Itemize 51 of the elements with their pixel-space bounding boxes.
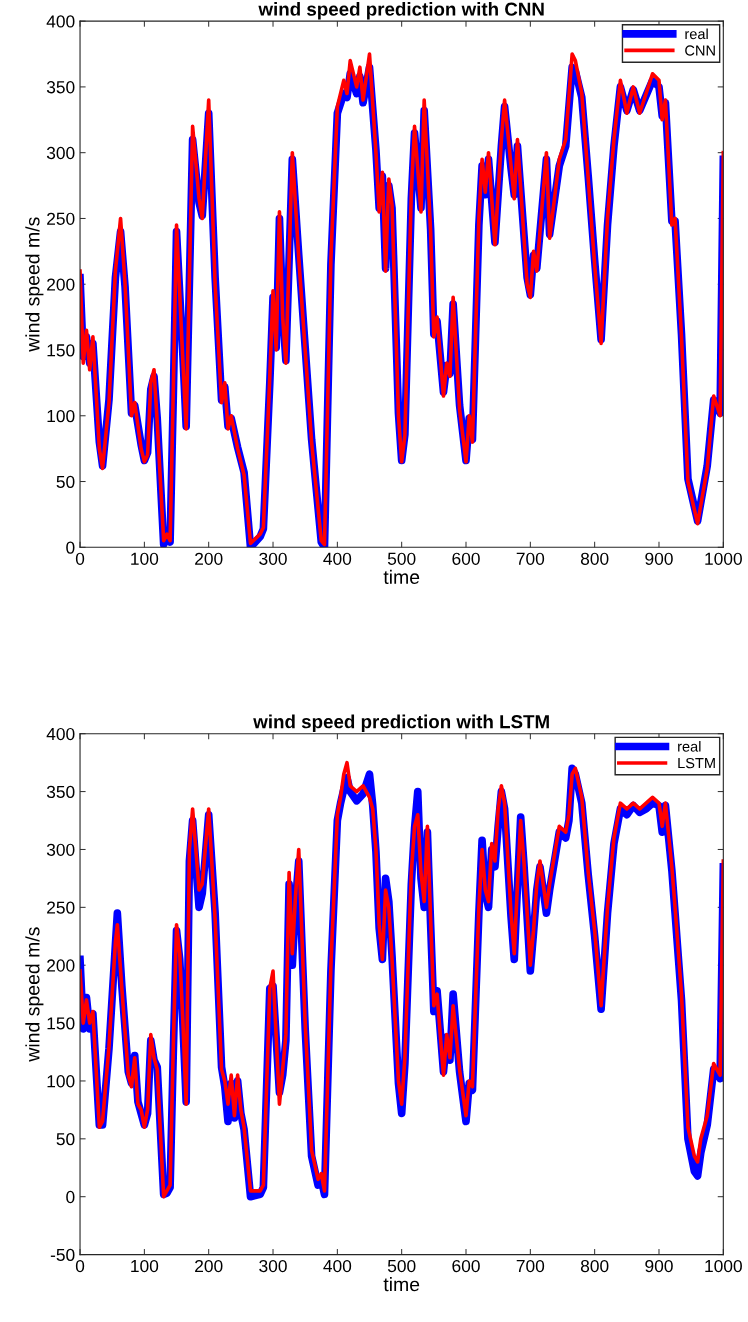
y-tick-label: 150: [47, 1017, 75, 1030]
x-tick-label: 900: [645, 1259, 673, 1273]
y-tick-label: 300: [46, 146, 75, 160]
x-tick-label: 200: [195, 552, 223, 565]
y-tick-label: 400: [46, 727, 75, 741]
x-tick-label: 500: [387, 552, 416, 565]
y-tick-label: 300: [46, 843, 75, 856]
y-axis-title: wind speed m/s: [25, 927, 44, 1062]
legend-label: real: [685, 28, 708, 40]
y-tick-label: 350: [46, 81, 75, 94]
x-tick-label: 0: [75, 1259, 85, 1273]
x-axis-title: time: [383, 1277, 420, 1292]
x-axis-title: time: [383, 569, 420, 585]
y-tick-label: 50: [56, 475, 75, 488]
y-tick-label: 50: [56, 1133, 75, 1146]
y-tick-label: 250: [47, 901, 75, 914]
x-tick-label: 100: [131, 552, 159, 565]
legend-label: real: [678, 741, 701, 752]
x-tick-label: 700: [516, 552, 545, 565]
y-tick-label: 150: [47, 344, 75, 357]
y-tick-label: 0: [66, 541, 75, 554]
y-tick-label: -50: [50, 1248, 75, 1262]
x-tick-label: 600: [452, 1259, 480, 1273]
x-tick-label: 600: [452, 552, 480, 565]
legend-label: CNN: [685, 45, 715, 56]
x-tick-label: 200: [195, 1259, 223, 1273]
y-tick-label: 100: [47, 409, 75, 423]
x-tick-label: 100: [131, 1259, 159, 1273]
chart-title: wind speed prediction with CNN: [258, 2, 544, 20]
x-tick-label: 700: [516, 1259, 545, 1273]
y-tick-label: 100: [47, 1075, 75, 1088]
chart-title: wind speed prediction with LSTM: [253, 714, 549, 733]
x-tick-label: 1000: [705, 552, 742, 565]
x-tick-label: 400: [323, 1259, 352, 1273]
x-tick-label: 800: [580, 1259, 609, 1273]
x-tick-label: 400: [323, 552, 352, 565]
x-tick-label: 1000: [705, 1259, 742, 1273]
x-tick-label: 800: [580, 552, 609, 565]
y-axis-title: wind speed m/s: [25, 217, 44, 352]
x-tick-label: 0: [75, 552, 85, 565]
y-tick-label: 400: [46, 15, 75, 28]
y-tick-label: 350: [46, 785, 75, 799]
y-tick-label: 200: [47, 278, 75, 291]
y-tick-label: 200: [47, 959, 75, 972]
legend-label: LSTM: [678, 757, 715, 769]
x-tick-label: 500: [387, 1259, 416, 1273]
x-tick-label: 900: [645, 552, 673, 565]
y-tick-label: 250: [47, 212, 75, 225]
x-tick-label: 300: [259, 552, 287, 565]
y-tick-label: 0: [66, 1190, 75, 1204]
x-tick-label: 300: [259, 1259, 287, 1273]
